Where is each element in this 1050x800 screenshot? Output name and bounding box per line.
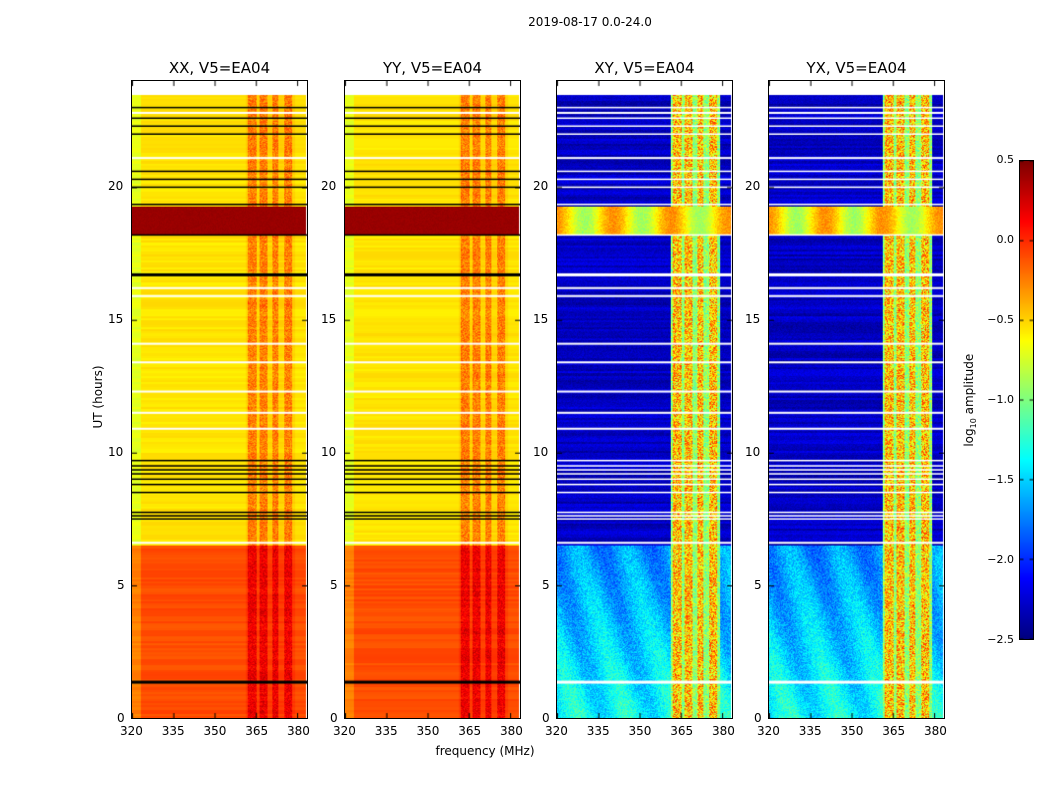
colorbar-tick-label: 0.5 [996, 153, 1015, 166]
y-tick-label: 15 [108, 311, 124, 326]
x-tick-label: 380 [499, 724, 523, 738]
y-tick-label: 5 [754, 577, 762, 592]
x-tick-label: 380 [923, 724, 947, 738]
y-tick-label: 5 [117, 577, 125, 592]
colorbar [1019, 160, 1034, 640]
panel-title-xx: XX, V5=EA04 [168, 59, 271, 77]
x-tick-label: 350 [628, 724, 652, 738]
x-tick-label: 350 [840, 724, 864, 738]
x-tick-label: 365 [458, 724, 482, 738]
y-tick-label: 10 [533, 444, 549, 459]
y-tick-label: 15 [745, 311, 761, 326]
x-tick-label: 380 [286, 724, 310, 738]
heatmap-yy [344, 80, 521, 719]
colorbar-tick-label: −2.0 [987, 553, 1014, 566]
y-tick-label: 0 [330, 711, 338, 725]
heatmap-yx [768, 80, 945, 719]
x-tick-label: 335 [798, 724, 822, 738]
colorbar-tick-label: −2.5 [987, 633, 1014, 646]
y-tick-label: 10 [321, 444, 337, 459]
y-tick-label: 20 [108, 178, 124, 193]
y-tick-label: 10 [745, 444, 761, 459]
y-tick-label: 0 [117, 711, 125, 725]
y-tick-label: 20 [533, 178, 549, 193]
y-tick-label: 10 [108, 444, 124, 459]
x-tick-label: 335 [374, 724, 398, 738]
x-tick-label: 335 [161, 724, 185, 738]
y-tick-label: 20 [321, 178, 337, 193]
colorbar-tick-label: −0.5 [987, 313, 1014, 326]
x-tick-label: 320 [545, 724, 568, 738]
x-tick-label: 320 [757, 724, 780, 738]
heatmap-xy [556, 80, 733, 719]
x-tick-label: 320 [120, 724, 143, 738]
y-tick-label: 0 [542, 711, 550, 725]
y-tick-label: 15 [321, 311, 337, 326]
colorbar-tick-label: −1.0 [987, 393, 1014, 406]
x-tick-label: 335 [586, 724, 610, 738]
y-tick-label: 15 [533, 311, 549, 326]
x-tick-label: 320 [333, 724, 356, 738]
colorbar-label: log10 amplitude [961, 353, 979, 447]
x-tick-label: 365 [670, 724, 694, 738]
y-tick-label: 20 [745, 178, 761, 193]
x-axis-label: frequency (MHz) [435, 744, 535, 758]
x-tick-label: 380 [711, 724, 735, 738]
x-tick-label: 350 [203, 724, 227, 738]
x-tick-label: 365 [245, 724, 269, 738]
y-axis-label: UT (hours) [91, 365, 105, 429]
y-tick-label: 5 [330, 577, 338, 592]
figure-title: 2019-08-17 0.0-24.0 [528, 15, 652, 29]
panel-title-xy: XY, V5=EA04 [594, 59, 695, 77]
heatmap-xx [131, 80, 308, 719]
colorbar-tick-label: 0.0 [996, 233, 1015, 246]
panel-title-yx: YX, V5=EA04 [806, 59, 907, 77]
panel-title-yy: YY, V5=EA04 [382, 59, 483, 77]
x-tick-label: 365 [882, 724, 906, 738]
colorbar-tick-label: −1.5 [987, 473, 1014, 486]
x-tick-label: 350 [416, 724, 440, 738]
y-tick-label: 0 [754, 711, 762, 725]
y-tick-label: 5 [542, 577, 550, 592]
